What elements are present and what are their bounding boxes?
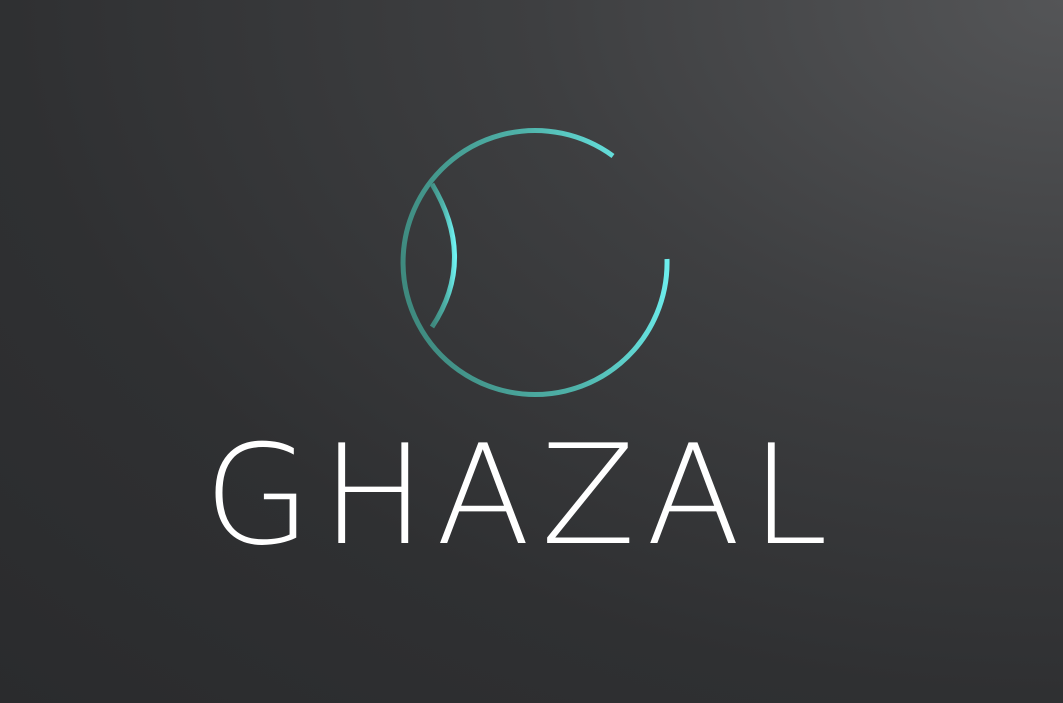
wordmark: GHAZAL: [204, 425, 864, 565]
g-monogram-icon: [400, 128, 670, 397]
g-outer-arc: [400, 128, 670, 397]
brand-name: GHAZAL: [204, 425, 864, 565]
g-inner-lens-arc: [429, 182, 457, 329]
